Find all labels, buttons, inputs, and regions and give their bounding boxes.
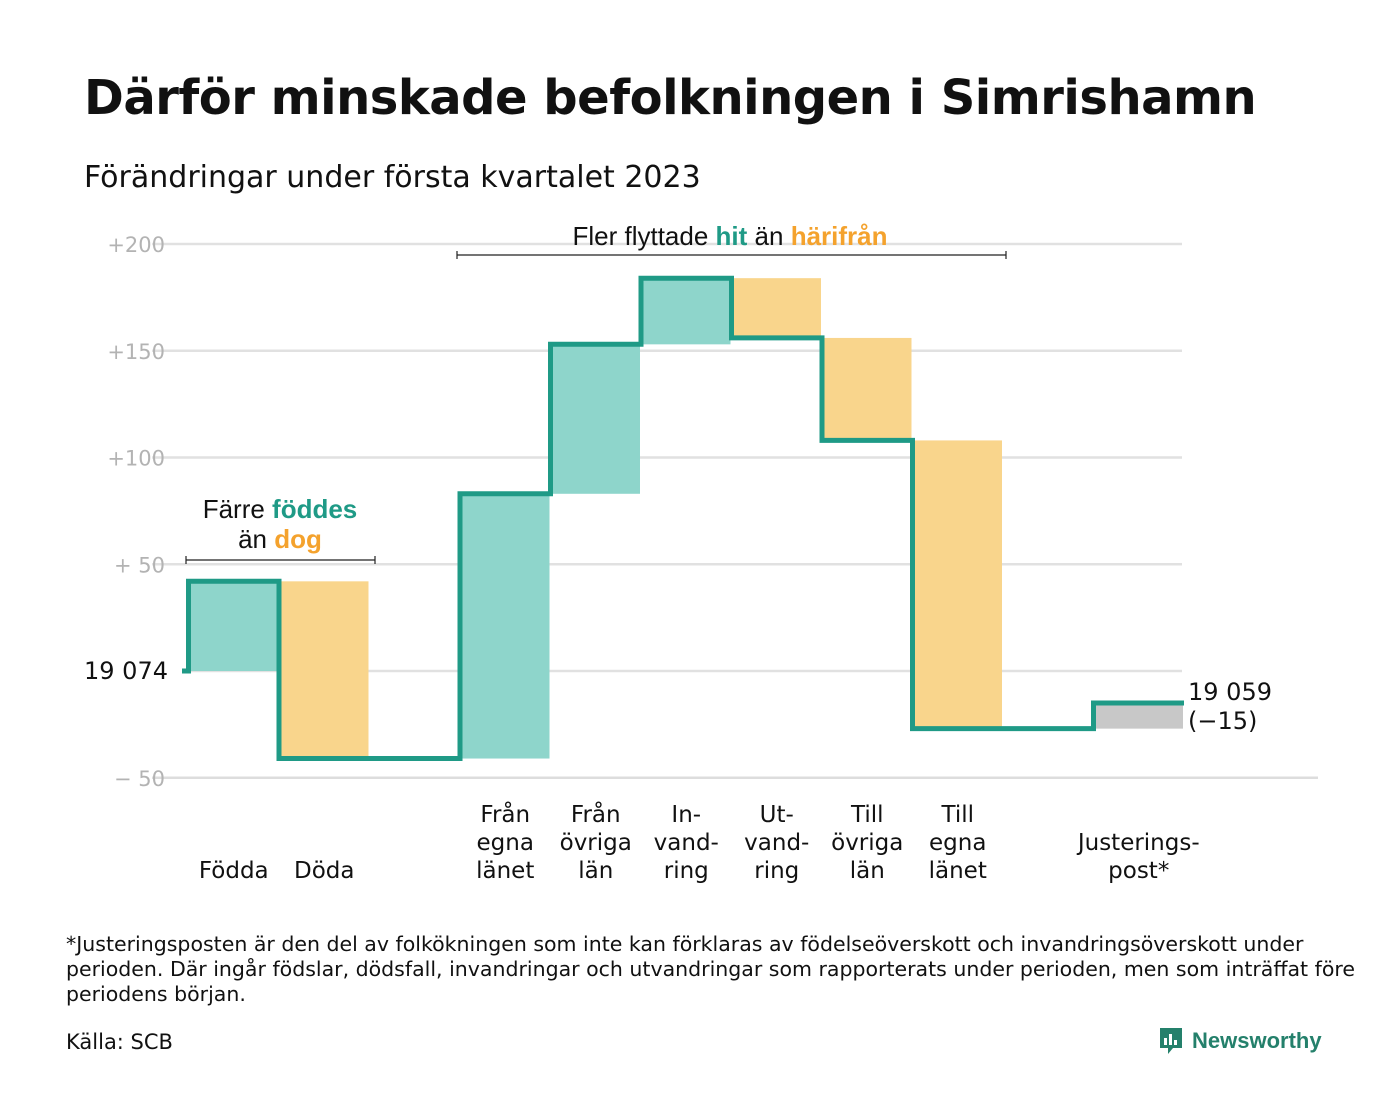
x-category-label: Ut- [760,802,794,828]
x-category-label: länet [929,858,987,884]
chart-title: Därför minskade befolkningen i Simrisham… [84,70,1257,126]
x-category-label: Från [480,800,530,828]
y-tick-label: +100 [107,447,165,471]
x-category-label: ring [664,858,709,884]
waterfall-bar [913,440,1002,729]
x-category-label: Från [571,800,621,828]
source-note: Källa: SCB [66,1030,173,1054]
x-category-label: vand- [654,830,719,856]
x-category-label: egna [929,830,986,856]
waterfall-bar [1094,703,1183,729]
newsworthy-logo-icon [1160,1028,1182,1054]
y-tick-label: +150 [107,340,165,364]
x-category-label: län [850,858,885,884]
waterfall-bar [551,344,640,494]
end-value-label: 19 059 [1188,678,1272,706]
annotation-births-line1: Färre föddes [203,494,358,524]
x-category-label: ring [754,858,799,884]
annotation-births-line2: än dog [238,524,322,554]
x-category-label: övriga [560,830,632,856]
waterfall-bar [461,493,550,759]
x-category-label: län [578,858,613,884]
chart-subtitle: Förändringar under första kvartalet 2023 [84,160,701,195]
waterfall-bar [732,278,821,338]
y-tick-label: + 50 [114,553,165,577]
x-category-label: övriga [831,830,903,856]
brand-name: Newsworthy [1192,1028,1322,1053]
annotation-migration-text: Fler flyttade hit än härifrån [572,221,887,251]
start-value-label: 19 074 [84,657,168,685]
y-tick-label: +200 [107,233,165,257]
waterfall-bar [189,581,278,671]
x-category-label: Justerings- [1076,830,1200,856]
y-tick-label: − 50 [114,767,165,791]
x-category-label: vand- [744,830,809,856]
x-category-label: egna [477,830,534,856]
x-category-label: In- [671,802,701,828]
x-category-label: länet [476,858,534,884]
x-category-label: Döda [294,858,354,884]
waterfall-bar [642,278,731,345]
waterfall-bar [280,581,369,759]
running-total-line [182,275,1184,761]
waterfall-chart: +200 +150 +100 + 50 19 074 − 50 Födda Döda Från… [84,221,1318,884]
waterfall-bar [823,337,912,441]
brand: Newsworthy [1158,1026,1322,1056]
footnote: *Justeringsposten är den del av folkökni… [66,932,1355,1006]
end-change-label: (−15) [1188,707,1257,735]
x-category-label: post* [1108,858,1169,884]
x-category-label: Födda [199,858,269,884]
x-category-label: Till [940,802,974,828]
x-category-label: Till [850,802,884,828]
